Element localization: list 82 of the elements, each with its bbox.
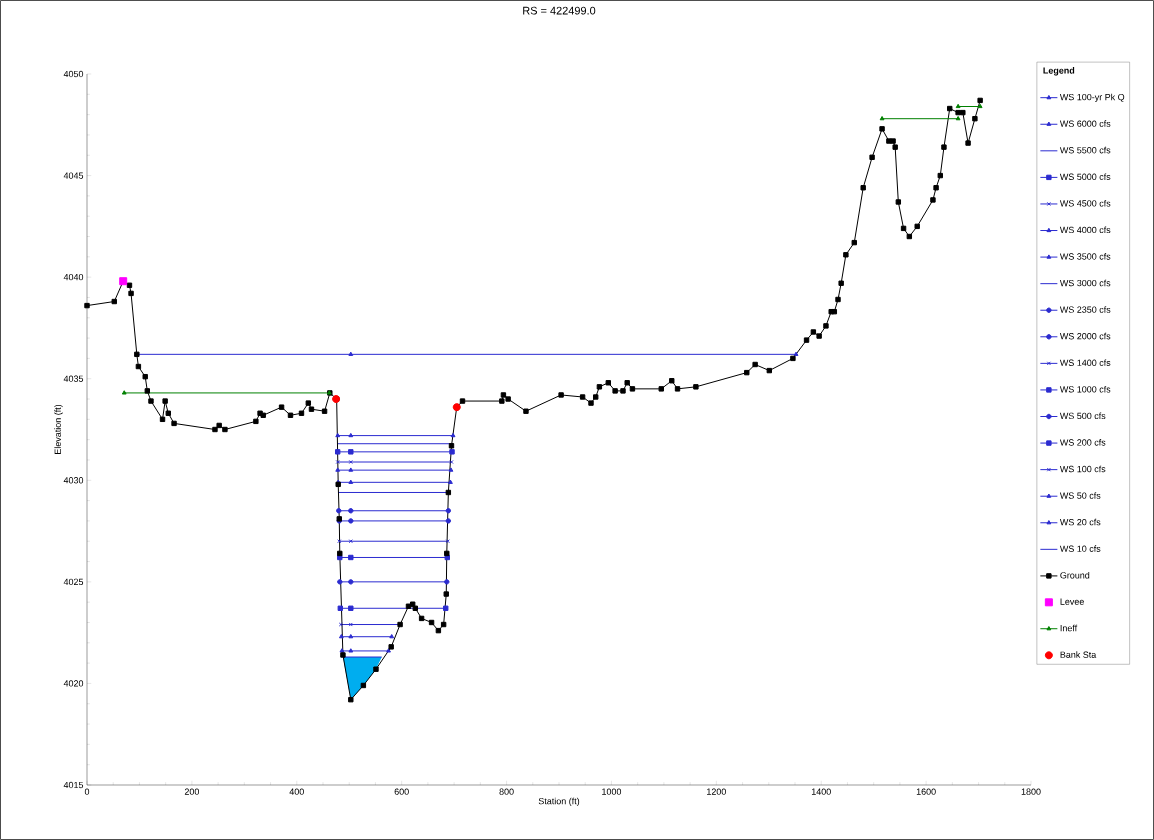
point	[955, 115, 961, 121]
point	[449, 449, 455, 455]
y-tick-label: 4030	[63, 477, 84, 484]
point	[444, 579, 450, 585]
point	[879, 115, 885, 121]
point	[335, 467, 341, 472]
legend-label: WS 2000 cfs	[1059, 332, 1111, 340]
legend-label: WS 5500 cfs	[1059, 146, 1111, 154]
y-tick-label: 4025	[63, 578, 84, 586]
legend-label: Levee	[1060, 598, 1084, 605]
legend-label: WS 50 cfs	[1059, 492, 1101, 499]
point	[443, 605, 449, 611]
x-tick-label: 1600	[916, 788, 936, 795]
chart-title: RS = 422499.0	[523, 6, 596, 15]
point	[348, 508, 354, 514]
legend-label: WS 1400 cfs	[1059, 359, 1111, 366]
point	[348, 579, 354, 585]
point	[336, 508, 342, 514]
y-tick-label: 4050	[63, 70, 84, 78]
legend-label: WS 2350 cfs	[1059, 306, 1111, 313]
point	[450, 432, 456, 438]
point	[121, 390, 127, 395]
point	[334, 449, 341, 455]
x-tick-label: 600	[394, 788, 409, 795]
y-tick-label: 4035	[63, 375, 84, 382]
legend-label: WS 500 cfs	[1059, 412, 1106, 420]
point	[338, 634, 344, 639]
y-tick-label: 4020	[63, 680, 84, 687]
point	[348, 622, 353, 627]
point	[339, 648, 345, 653]
x-tick-label: 1000	[602, 788, 622, 795]
point	[348, 605, 354, 611]
x-tick-label: 1800	[1021, 788, 1041, 795]
legend-label: Ineff	[1060, 624, 1078, 632]
point	[335, 432, 341, 438]
point	[448, 479, 453, 484]
point	[348, 432, 354, 438]
legend-label: WS 100 cfs	[1059, 465, 1106, 473]
point	[348, 648, 354, 653]
x-tick-label: 0	[84, 788, 90, 795]
point	[348, 518, 354, 524]
legend-label: WS 200 cfs	[1059, 439, 1106, 446]
y-axis-title: Elevation (ft)	[54, 404, 63, 454]
point	[348, 449, 354, 455]
point	[445, 518, 452, 524]
x-tick-label: 1200	[707, 788, 726, 795]
x-tick-label: 800	[499, 788, 514, 795]
legend-label: WS 10 cfs	[1059, 545, 1101, 552]
x-tick-label: 400	[289, 788, 304, 795]
legend-label: WS 20 cfs	[1059, 518, 1101, 526]
legend-label: WS 3500 cfs	[1059, 253, 1111, 260]
point	[793, 351, 799, 356]
legend-label: WS 1000 cfs	[1059, 385, 1111, 393]
point	[977, 103, 983, 109]
point	[337, 579, 343, 585]
point	[389, 634, 395, 639]
point	[955, 103, 961, 109]
point	[448, 467, 454, 472]
legend-label: WS 4500 cfs	[1059, 199, 1111, 207]
y-tick-label: 4040	[63, 273, 84, 281]
y-tick-label: 4015	[63, 781, 84, 789]
x-tick-label: 1400	[811, 788, 831, 795]
x-tick-label: 200	[184, 788, 200, 795]
y-tick-label: 4045	[63, 172, 84, 179]
legend-label: WS 4000 cfs	[1059, 226, 1111, 234]
point	[348, 539, 353, 544]
point	[337, 605, 344, 611]
point	[348, 634, 354, 639]
legend-label: WS 3000 cfs	[1059, 279, 1111, 287]
point	[348, 554, 354, 561]
legend-label: Ground	[1060, 571, 1090, 579]
point	[348, 351, 354, 356]
legend-label: WS 6000 cfs	[1059, 120, 1111, 127]
point	[348, 467, 354, 472]
point	[348, 479, 354, 484]
legend-label: WS 100-yr Pk Q	[1059, 93, 1125, 103]
legend-label: WS 5000 cfs	[1059, 173, 1111, 180]
legend-label: Bank Sta	[1060, 651, 1097, 658]
x-axis-title: Station (ft)	[538, 797, 580, 807]
point	[348, 459, 353, 465]
legend-title: Legend	[1043, 67, 1075, 76]
point	[445, 508, 452, 514]
